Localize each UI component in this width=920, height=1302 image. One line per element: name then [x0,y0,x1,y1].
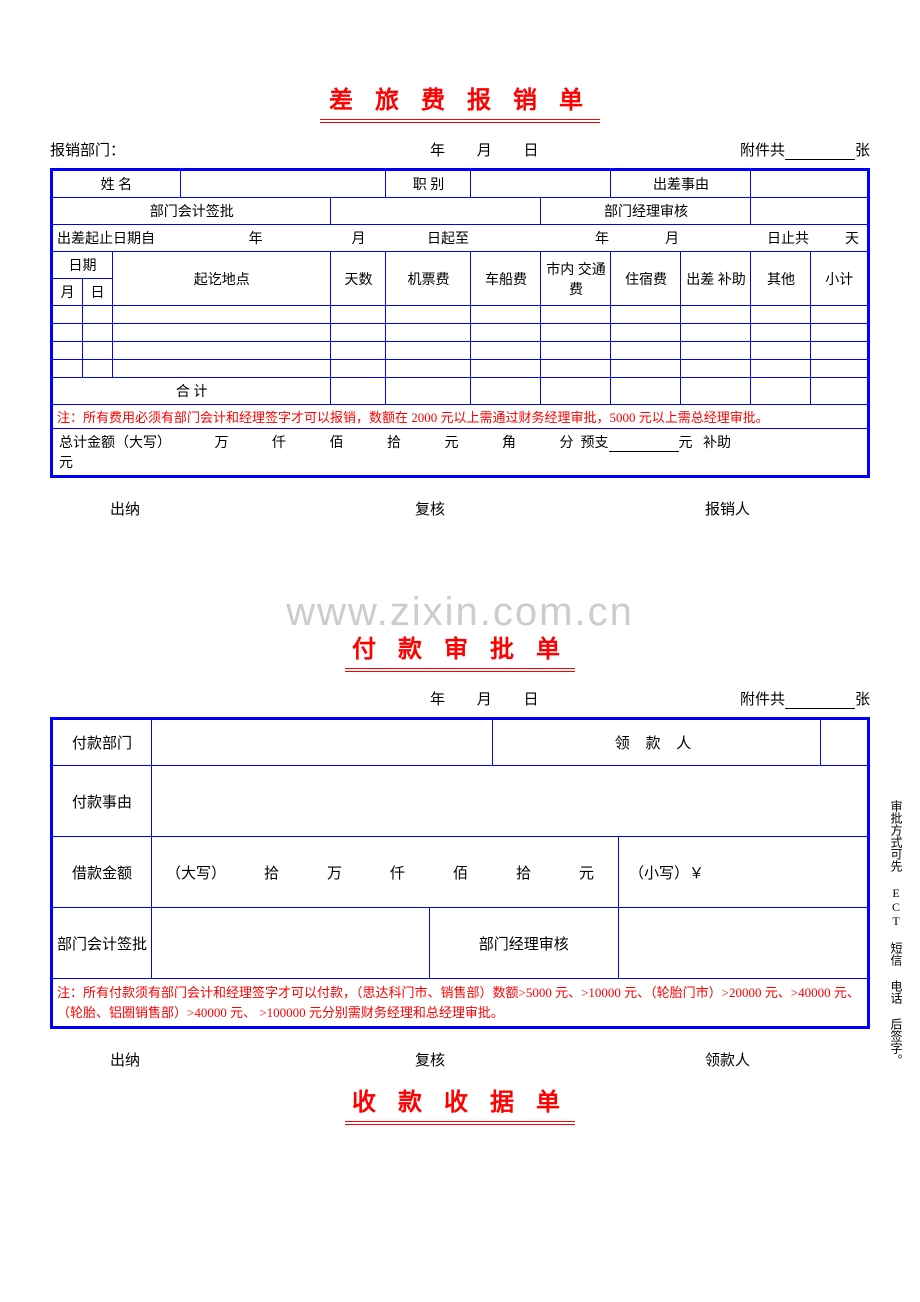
data-row [52,342,869,360]
total-row: 合 计 [52,378,869,405]
note-row: 注：所有费用必须有部门会计和经理签字才可以报销，数额在 2000 元以上需通过财… [52,405,869,429]
dept-mgr-label2: 部门经理审核 [429,908,619,979]
data-row [52,324,869,342]
form1-sign-row: 出纳 复核 报销人 [50,498,870,519]
form1-table: 姓 名 职 别 出差事由 部门会计签批 部门经理审核 出差起止日期自 年 月 日… [50,168,870,478]
sign-cashier: 出纳 [110,498,323,519]
payee-label: 领 款 人 [492,719,820,766]
data-row [52,306,869,324]
dept-label: 报销部门： [50,143,125,159]
pay-reason-label: 付款事由 [52,766,152,837]
form1-meta-row: 报销部门： 年 月 日 附件共张 [50,139,870,160]
side-note: 审批方式可先 ECT 短信 电话 后签字。 [886,800,902,1066]
pay-dept-label: 付款部门 [52,719,152,766]
sign-review: 复核 [323,498,536,519]
form2-title: 付 款 审 批 单 [50,629,870,664]
note-row2: 注：所有付款须有部门会计和经理签字才可以付款，（思达科门市、销售部）数额>500… [52,979,869,1028]
dept-acct-label: 部门会计签批 [52,198,331,225]
form2-meta-row: 年 月 日 附件共张 [50,688,870,709]
form3-title-underline [345,1121,575,1125]
sign-applicant: 报销人 [537,498,810,519]
form2-sign-row: 出纳 复核 领款人 [50,1049,870,1070]
sign-payee: 领款人 [537,1049,810,1070]
col-position: 职 别 [386,170,471,198]
date-range-row: 出差起止日期自 年 月 日起至 年 月 日止共 天 [52,225,869,252]
sign-cashier2: 出纳 [110,1049,323,1070]
loan-amount-label: 借款金额 [52,837,152,908]
form1-title-underline [320,119,600,123]
form3-title: 收 款 收 据 单 [50,1082,870,1117]
form2-table: 付款部门 领 款 人 付款事由 借款金额 （大写） 拾 万 仟 佰 拾 元 （小… [50,717,870,1029]
dept-mgr-label: 部门经理审核 [541,198,751,225]
amount-row: 总计金额（大写） 万 仟 佰 拾 元 角 分 预支元 补助 元 [52,429,869,477]
data-row [52,360,869,378]
dept-acct-label2: 部门会计签批 [52,908,152,979]
sign-review2: 复核 [323,1049,536,1070]
form2-title-underline [345,668,575,672]
form1-title: 差 旅 费 报 销 单 [50,80,870,115]
col-name: 姓 名 [52,170,181,198]
col-reason: 出差事由 [611,170,751,198]
